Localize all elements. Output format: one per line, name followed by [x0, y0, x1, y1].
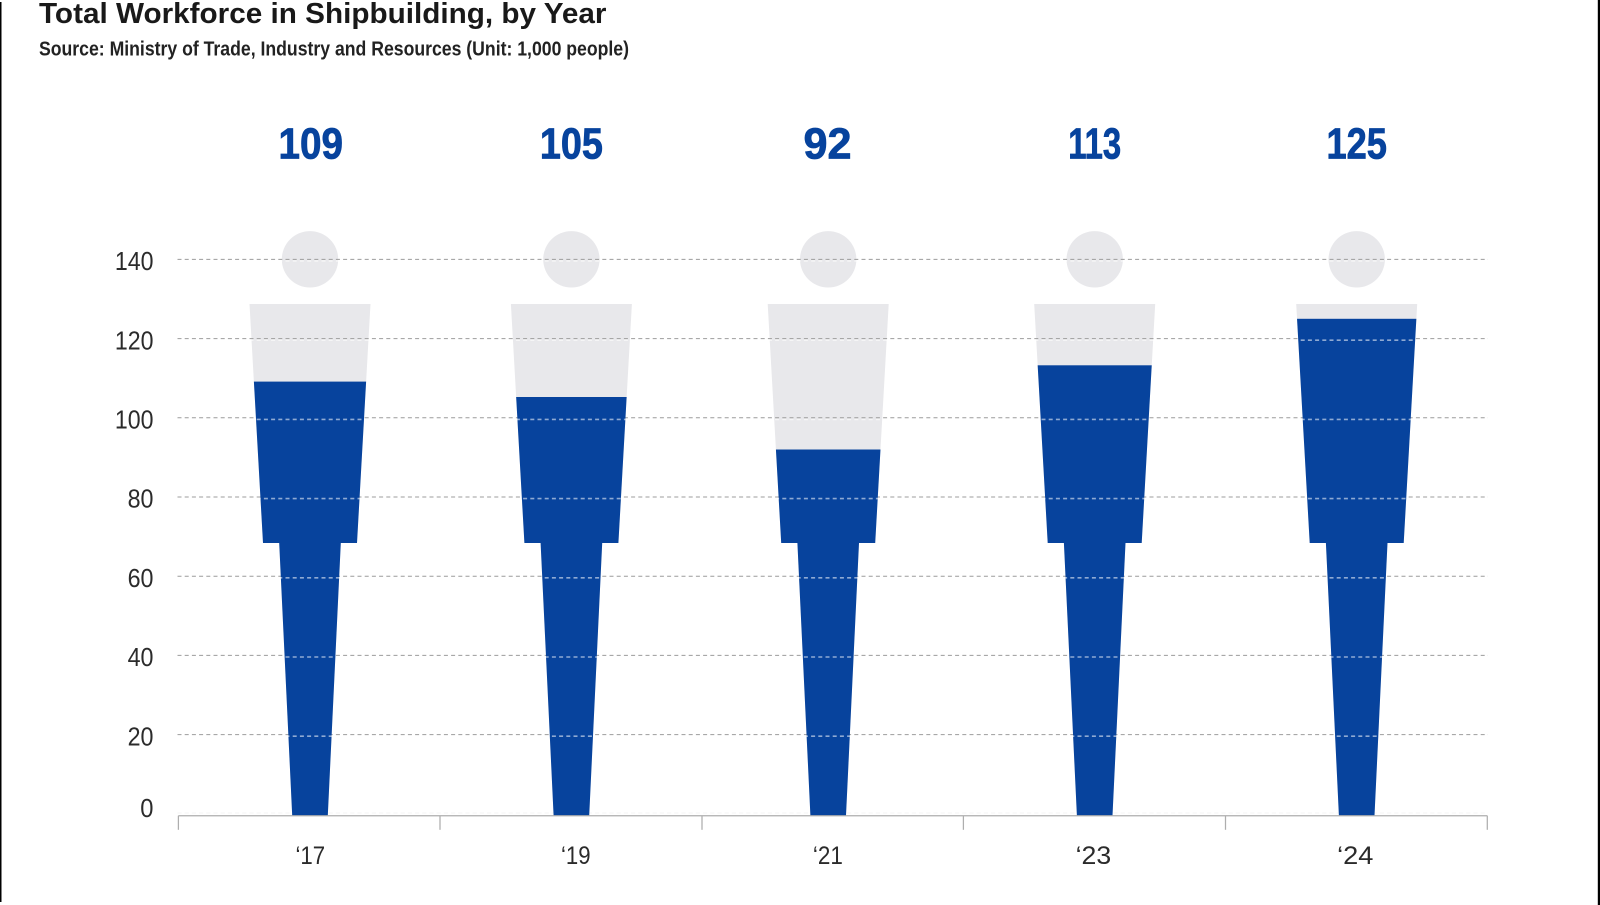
svg-text:140: 140: [115, 248, 154, 276]
svg-text:80: 80: [128, 486, 154, 514]
svg-text:‘24: ‘24: [1337, 842, 1373, 870]
svg-text:‘17: ‘17: [295, 842, 325, 870]
svg-text:Total Workforce in Shipbuildin: Total Workforce in Shipbuilding, by Year: [39, 0, 607, 30]
svg-text:113: 113: [1068, 121, 1121, 169]
svg-text:‘19: ‘19: [561, 842, 591, 870]
svg-text:‘21: ‘21: [813, 842, 843, 870]
svg-text:60: 60: [128, 565, 154, 593]
svg-text:20: 20: [128, 723, 154, 751]
svg-text:40: 40: [128, 644, 154, 672]
svg-text:105: 105: [540, 121, 603, 169]
svg-text:125: 125: [1326, 121, 1387, 169]
svg-text:120: 120: [115, 327, 154, 355]
svg-text:92: 92: [804, 121, 852, 169]
svg-text:109: 109: [278, 121, 343, 169]
svg-text:100: 100: [115, 407, 154, 435]
svg-text:0: 0: [140, 795, 153, 823]
svg-text:Source: Ministry of Trade, Ind: Source: Ministry of Trade, Industry and …: [39, 38, 629, 60]
svg-text:‘23: ‘23: [1076, 842, 1112, 870]
